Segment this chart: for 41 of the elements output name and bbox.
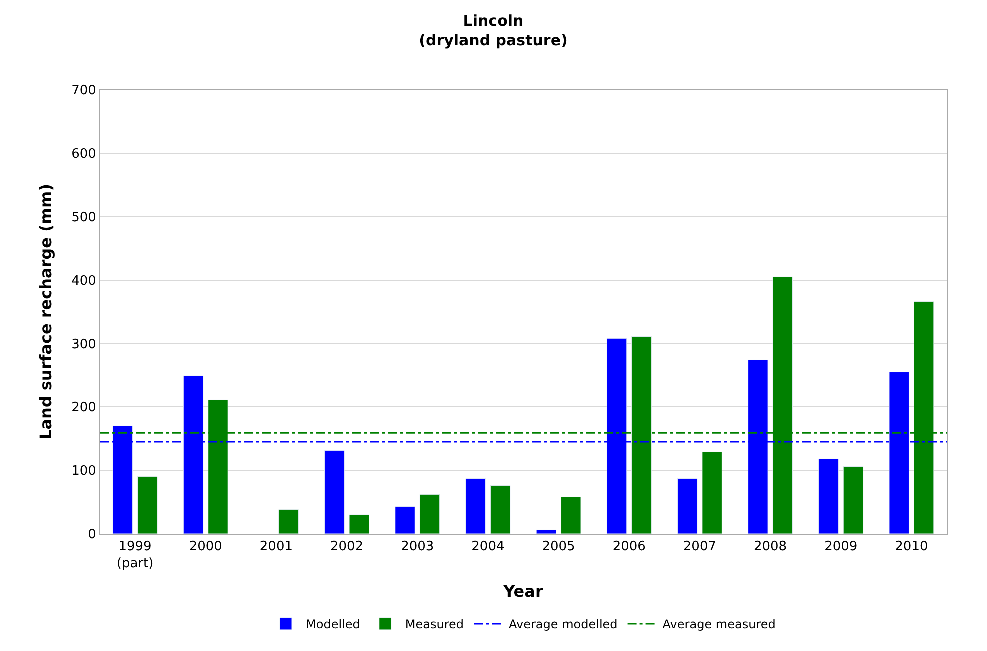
x-tick-label: 2009 [824,540,858,555]
x-tick-label: 2006 [612,540,646,555]
bar [395,506,416,534]
y-tick-label: 500 [72,210,96,226]
legend-label: Average modelled [509,618,618,632]
x-tick-label: 1999 (part) [116,540,154,572]
legend-label: Measured [405,618,464,632]
y-tick-label: 400 [72,274,96,289]
bar [561,496,582,534]
bar [490,486,511,534]
bar [818,458,839,534]
legend-label: Modelled [306,618,360,632]
x-tick-label: 2007 [683,540,717,555]
bar [536,530,557,534]
bar [677,478,698,534]
x-tick-label: 2010 [895,540,928,555]
x-tick-label: 2003 [401,540,434,555]
x-tick-label: 2000 [189,540,222,555]
bar [466,478,486,534]
bar [843,466,864,534]
bar [138,476,158,534]
y-tick-label: 0 [88,528,96,543]
y-axis-title: Land surface recharge (mm) [36,184,56,440]
legend-label: Average measured [662,618,776,632]
chart-title: Lincoln (dryland pasture) [419,12,568,50]
x-tick-label: 2008 [754,540,788,555]
y-tick-label: 100 [72,464,96,480]
x-tick-label: 2001 [260,540,294,555]
x-axis-title: Year [502,582,544,602]
bar [420,494,440,534]
x-tick-label: 2004 [472,540,505,555]
x-tick-label: 2005 [542,540,576,555]
y-tick-label: 200 [72,400,96,416]
y-tick-label: 300 [72,337,96,352]
bar [278,510,299,534]
bar [702,452,722,534]
bar [324,450,345,534]
y-tick-label: 600 [72,146,96,162]
x-tick-label: 2002 [330,540,364,555]
y-tick-label: 700 [72,84,96,99]
bar [349,514,370,534]
